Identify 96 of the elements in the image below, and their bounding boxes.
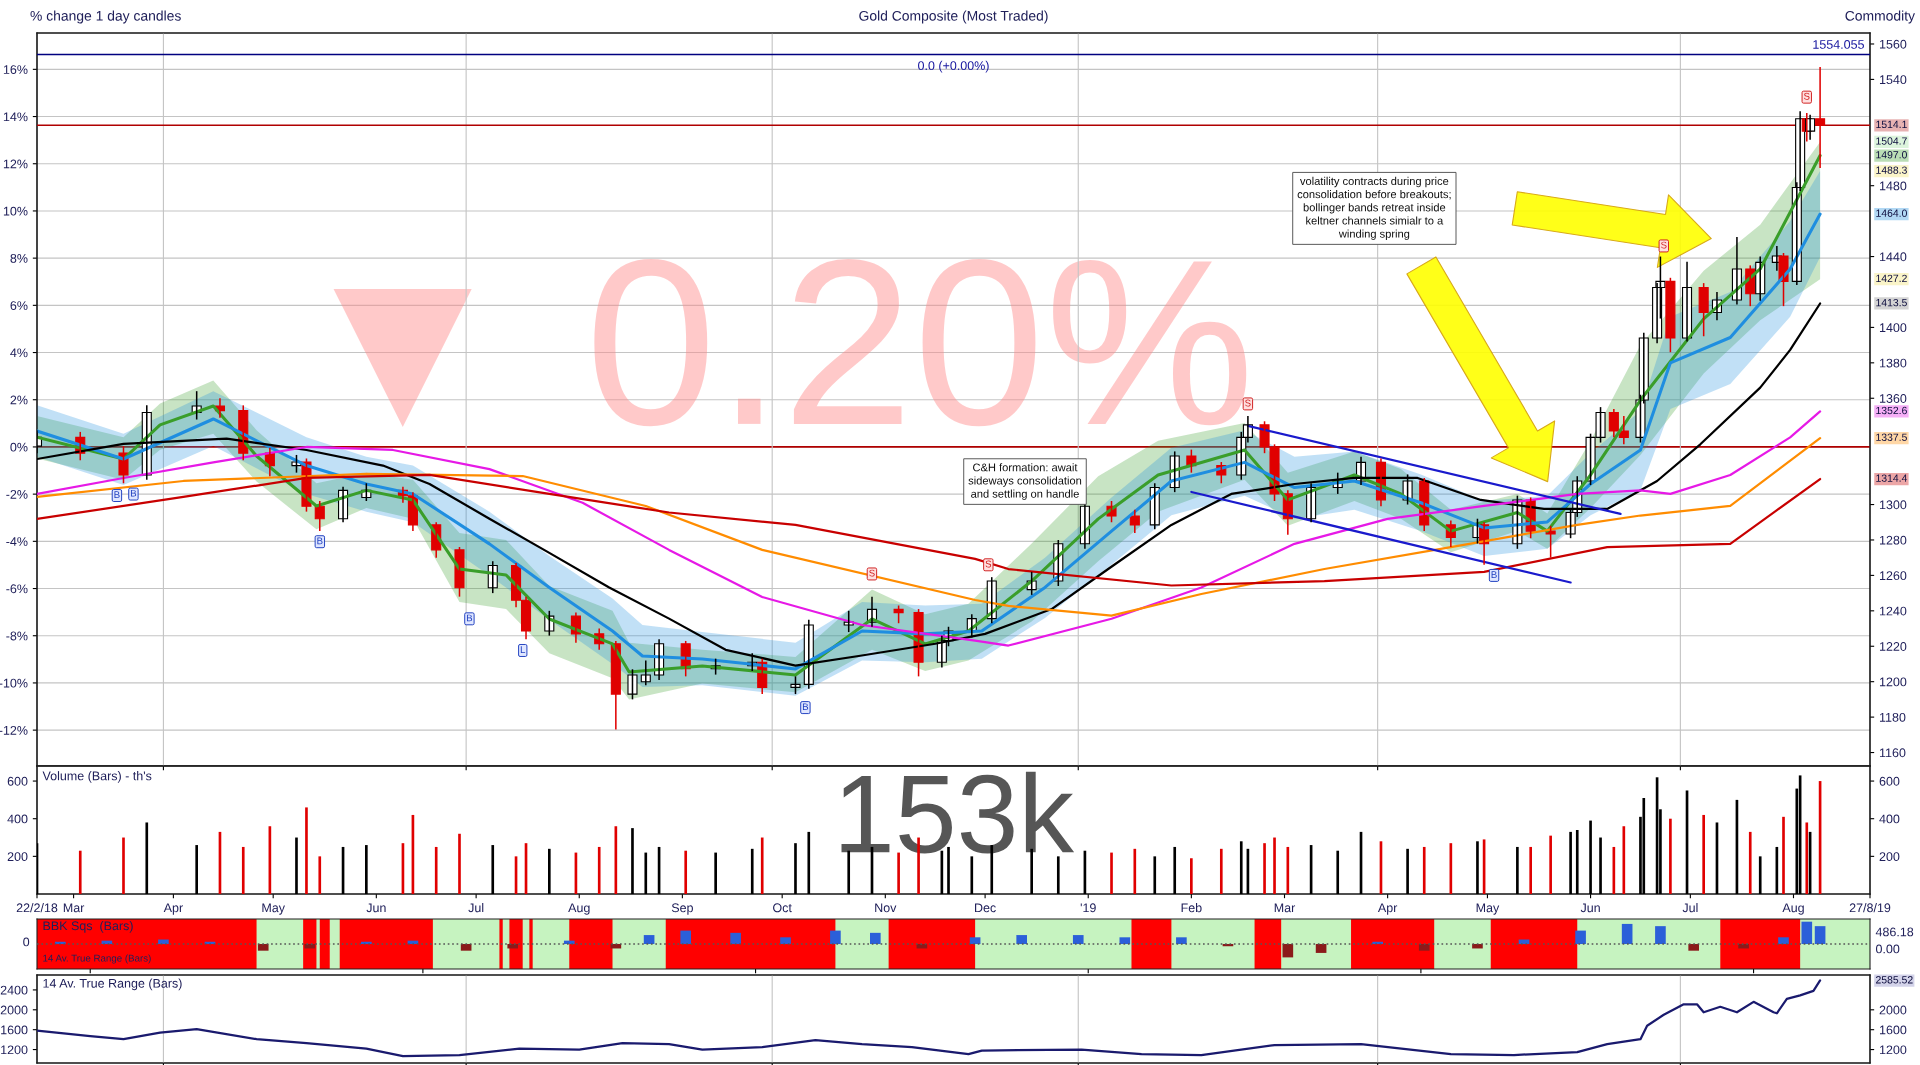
- text: 1427.2: [1876, 274, 1907, 282]
- text: 1314.4: [1876, 474, 1908, 482]
- y-tick-label: 1480: [1879, 181, 1907, 191]
- y2-axis-title: % change 1 day candles: [30, 10, 181, 24]
- text: 486.18: [1875, 927, 1914, 937]
- y2-tick-label: 10%: [3, 206, 28, 216]
- y2-tick-label: 12%: [3, 159, 28, 169]
- chart-title: Gold Composite (Most Traded): [859, 10, 1048, 24]
- text: 1497.0: [1876, 151, 1907, 159]
- y-tick-label: 1160: [1879, 748, 1906, 758]
- annotation: L: [520, 646, 526, 653]
- y-tick-label: 1300: [1879, 500, 1907, 510]
- x-tick-label: Jun: [366, 903, 386, 913]
- y-tick-label: 1540: [1879, 75, 1907, 85]
- y2-tick-label: -4%: [6, 537, 28, 546]
- annotation: S: [1660, 241, 1667, 249]
- text: 2585.52: [1876, 976, 1913, 984]
- annotation: 1554.055: [1813, 40, 1864, 49]
- x-tick-label: 22/2/18: [16, 903, 58, 913]
- y-tick-label: 1440: [1879, 252, 1907, 262]
- x-tick-label: Nov: [875, 903, 897, 913]
- y2-tick-label: 16%: [3, 65, 28, 74]
- chart-subtitle: Commodity: [1845, 10, 1915, 24]
- y-tick-label: 400: [7, 814, 28, 824]
- text: 1504.7: [1876, 137, 1907, 145]
- y2-tick-label: 0%: [10, 442, 28, 452]
- x-tick-label: Oct: [773, 903, 792, 913]
- annotation: S: [869, 569, 875, 577]
- x-tick-label: Jun: [1580, 903, 1600, 913]
- y-tick-label: 1380: [1879, 358, 1907, 368]
- x-tick-label: 27/8/19: [1849, 903, 1891, 913]
- y-tick-label: 1240: [1879, 606, 1907, 616]
- annotation: ▼ 0.20%: [333, 259, 1247, 428]
- text: 1464.0: [1876, 209, 1907, 217]
- text: 1352.6: [1876, 406, 1907, 415]
- y-tick-label: 1560: [1879, 39, 1907, 49]
- y2-tick-label: -8%: [6, 631, 28, 641]
- x-tick-label: Apr: [163, 903, 183, 915]
- text: 1488.3: [1876, 166, 1907, 174]
- y2-tick-label: -10%: [0, 678, 28, 688]
- x-tick-label: Feb: [1181, 903, 1202, 913]
- y-tick-label: 1360: [1879, 394, 1907, 403]
- y2-tick-label: 4%: [10, 348, 28, 358]
- annotation: 153k: [841, 771, 1075, 854]
- y2-tick-label: 2400: [0, 985, 28, 995]
- ref-line-label: 1514.1: [1876, 120, 1907, 129]
- text: 1413.5: [1876, 298, 1907, 307]
- annotation: B: [114, 491, 120, 499]
- y-tick-label: 1200: [1879, 677, 1907, 687]
- annotation: B: [802, 703, 809, 711]
- annotation: 0.0 (+0.00%): [918, 60, 989, 73]
- annotation: volatility contracts during price consolidation before breakouts; bollinger bands retreat inside keltner channels simialr to a winding spring: [1297, 176, 1451, 240]
- annotation: C&H formation: await sideways consolidation and settling on handle: [968, 463, 1082, 500]
- y-tick-label: 2000: [1879, 1005, 1907, 1015]
- text: 0: [23, 937, 30, 947]
- y2-tick-label: -2%: [6, 489, 28, 499]
- y-tick-label: 600: [7, 776, 28, 786]
- y-tick-label: 200: [7, 852, 28, 862]
- x-tick-label: Mar: [1274, 903, 1296, 913]
- x-tick-label: Apr: [1377, 903, 1398, 915]
- x-tick-label: May: [1476, 903, 1500, 915]
- chart-title: 14 Av. True Range (Bars): [43, 978, 182, 991]
- x-tick-label: Jul: [1682, 903, 1698, 913]
- text: 0.00: [1875, 944, 1900, 954]
- x-tick-label: May: [262, 903, 285, 915]
- y-tick-label: 1400: [1879, 323, 1907, 333]
- x-tick-label: Jul: [468, 903, 484, 913]
- annotation: B: [317, 537, 323, 545]
- annotation: B: [466, 614, 473, 622]
- x-tick-label: Aug: [1782, 903, 1804, 915]
- y2-tick-label: 14%: [3, 112, 28, 122]
- y-tick-label: 1220: [1879, 642, 1907, 651]
- x-tick-label: '19: [1080, 903, 1096, 913]
- y-tick-label: 1280: [1879, 535, 1907, 545]
- annotation: S: [1245, 399, 1251, 407]
- x-tick-label: Mar: [63, 903, 85, 913]
- y2-tick-label: -6%: [6, 584, 28, 594]
- y2-tick-label: 8%: [10, 253, 28, 263]
- annotation: S: [985, 560, 992, 568]
- chart-title: Volume (Bars) - th's: [42, 771, 152, 783]
- x-tick-label: Sep: [671, 903, 693, 915]
- text: 1337.5: [1876, 433, 1907, 441]
- y2-tick-label: 2%: [10, 395, 28, 405]
- chart-title: BBK Sqs (Bars): [43, 921, 133, 933]
- annotation: B: [1491, 571, 1497, 578]
- y-tick-label: 1260: [1879, 571, 1907, 581]
- y-tick-label: 1180: [1879, 712, 1906, 722]
- y2-tick-label: -12%: [0, 725, 28, 735]
- x-tick-label: Dec: [975, 903, 996, 913]
- y-tick-label: 1600: [1879, 1025, 1907, 1035]
- annotation: 14 Av. True Range (Bars): [43, 954, 151, 964]
- y-tick-label: 1200: [1879, 1045, 1907, 1055]
- annotation: B: [130, 489, 137, 497]
- y2-tick-label: 6%: [10, 301, 28, 310]
- annotation: S: [1803, 92, 1810, 100]
- x-tick-label: Aug: [568, 903, 590, 915]
